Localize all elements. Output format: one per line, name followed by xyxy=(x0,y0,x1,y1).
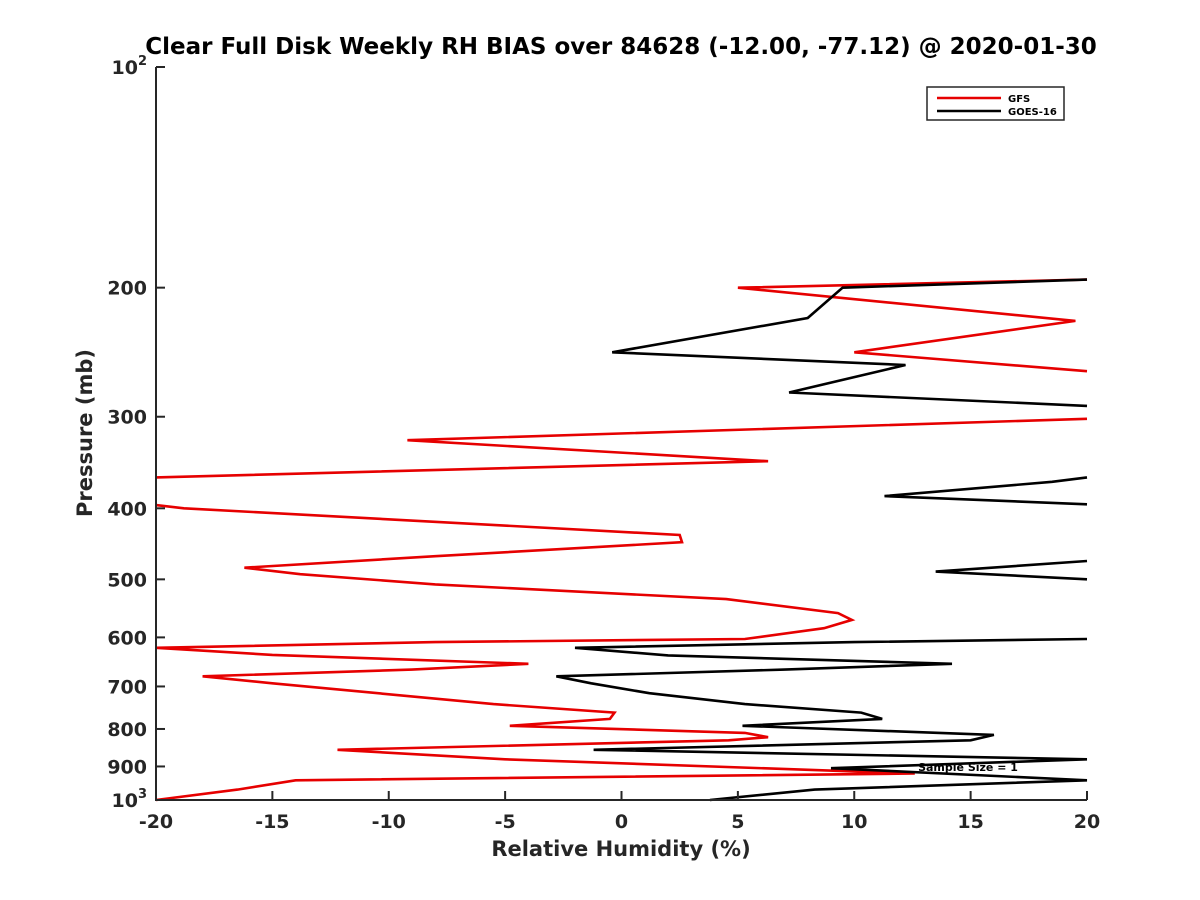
y-tick-label: 200 xyxy=(107,278,147,300)
y-tick-label: 800 xyxy=(107,719,147,741)
series-line-goes-16-2 xyxy=(935,559,1088,581)
sample-size-annotation: Sample Size = 1 xyxy=(918,761,1018,774)
y-tick-label: 400 xyxy=(107,498,147,520)
y-tick-label: 700 xyxy=(107,676,147,698)
legend-label-goes-16: GOES-16 xyxy=(1008,107,1057,118)
y-tick-label: 500 xyxy=(107,569,147,591)
series-layer xyxy=(155,278,1088,802)
x-tick-label: -15 xyxy=(255,811,289,833)
series-line-goes-16-1 xyxy=(884,476,1088,506)
y-tick-label: 900 xyxy=(107,756,147,778)
series-line-gfs-1 xyxy=(155,417,1088,479)
x-tick-label: 20 xyxy=(1074,811,1100,833)
series-line-goes-16-0 xyxy=(611,278,1088,408)
x-axis-label: Relative Humidity (%) xyxy=(491,837,750,861)
y-tick-label: 300 xyxy=(107,407,147,429)
x-tick-label: 10 xyxy=(841,811,867,833)
y-tick-label: 103 xyxy=(112,787,148,812)
y-tick-label: 600 xyxy=(107,627,147,649)
y-tick-label: 102 xyxy=(112,54,148,79)
series-line-gfs-0 xyxy=(737,278,1088,373)
x-tick-label: -20 xyxy=(139,811,173,833)
x-tick-label: 0 xyxy=(615,811,628,833)
x-tick-label: -5 xyxy=(495,811,516,833)
legend-label-gfs: GFS xyxy=(1008,94,1030,105)
axes-layer: -20 -15 -10 -5 0 5 10 15 20 102 200 300 400 500 600 700… xyxy=(107,54,1100,833)
x-tick-label: 5 xyxy=(731,811,744,833)
x-tick-label: 15 xyxy=(957,811,983,833)
y-axis-label: Pressure (mb) xyxy=(73,349,97,517)
legend: GFS GOES-16 xyxy=(926,86,1065,121)
x-tick-label: -10 xyxy=(372,811,406,833)
legend-box xyxy=(926,86,1065,121)
series-line-goes-16-3 xyxy=(556,637,1088,802)
series-line-gfs-2 xyxy=(155,503,915,802)
chart-title: Clear Full Disk Weekly RH BIAS over 8462… xyxy=(145,34,1097,60)
